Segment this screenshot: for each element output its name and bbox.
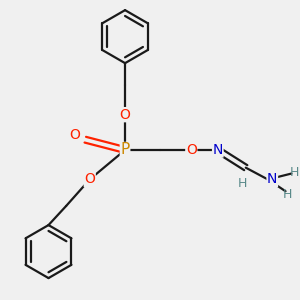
- Text: O: O: [84, 172, 95, 186]
- Text: H: H: [282, 188, 292, 201]
- Text: H: H: [290, 166, 299, 178]
- Text: O: O: [120, 108, 130, 122]
- Text: N: N: [213, 143, 223, 157]
- Text: N: N: [267, 172, 278, 186]
- Text: P: P: [120, 142, 130, 158]
- Text: O: O: [70, 128, 80, 142]
- Text: H: H: [238, 177, 248, 190]
- Text: O: O: [186, 143, 197, 157]
